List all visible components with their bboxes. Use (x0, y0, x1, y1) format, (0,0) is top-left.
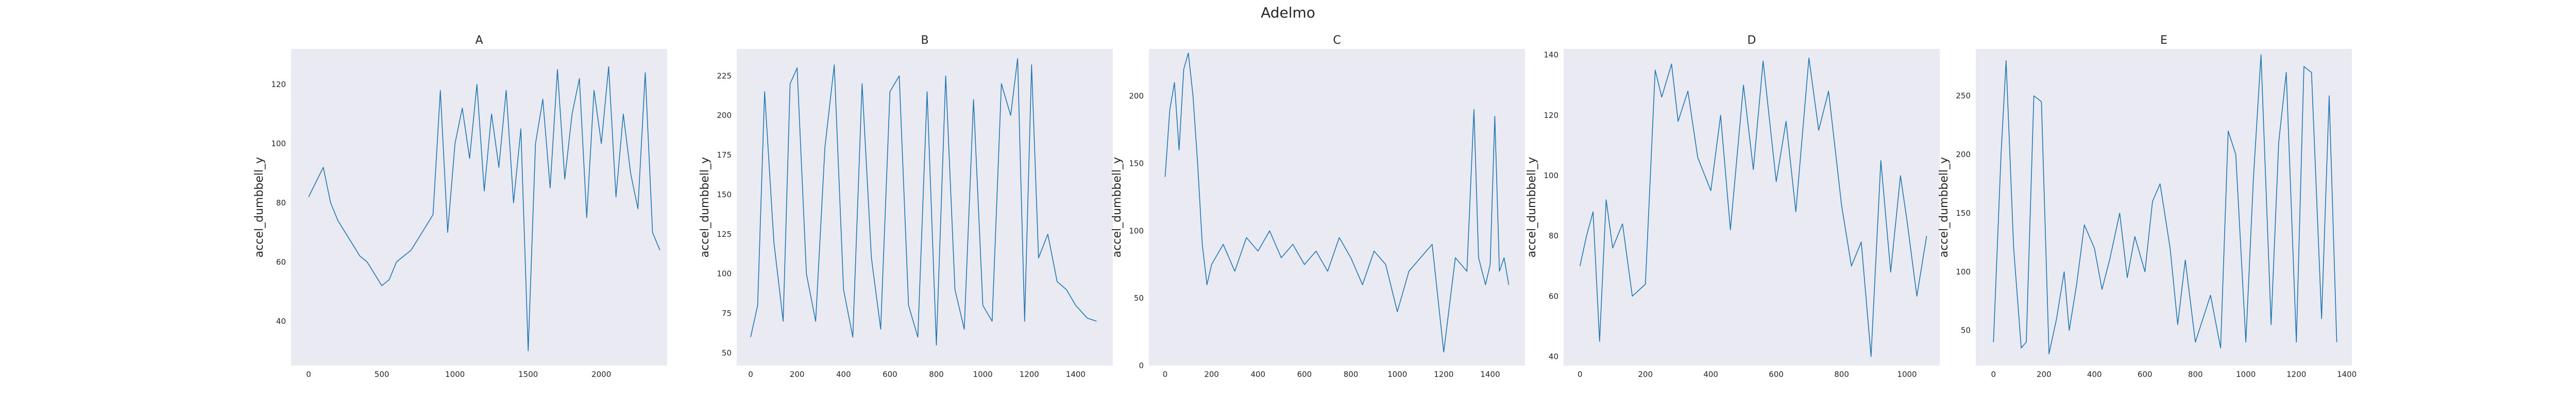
y-tick-label: 100 (1129, 226, 1144, 235)
figure-title: Adelmo (1261, 4, 1315, 21)
x-tick-label: 400 (836, 370, 851, 379)
y-tick-label: 200 (717, 111, 732, 120)
x-tick-label: 0 (748, 370, 753, 379)
series-line (308, 66, 660, 352)
x-tick-label: 800 (929, 370, 944, 379)
plot-background (1149, 49, 1525, 366)
x-tick-label: 1400 (1480, 370, 1500, 379)
y-axis-label: accel_dumbbell_y (253, 157, 266, 257)
x-tick-label: 1200 (2286, 370, 2306, 379)
x-tick-label: 800 (1834, 370, 1849, 379)
subplot-title: C (1333, 34, 1341, 47)
series-line (750, 58, 1097, 346)
subplot-title: E (2160, 34, 2167, 47)
subplot-title: D (1748, 34, 1756, 47)
x-tick-label: 800 (2188, 370, 2203, 379)
x-tick-label: 200 (790, 370, 805, 379)
x-tick-label: 1000 (2236, 370, 2256, 379)
x-tick-label: 0 (306, 370, 311, 379)
x-tick-label: 400 (1703, 370, 1718, 379)
y-tick-label: 60 (276, 257, 286, 267)
y-tick-label: 40 (276, 317, 286, 326)
x-tick-label: 500 (375, 370, 389, 379)
y-tick-label: 120 (271, 80, 286, 89)
y-tick-label: 150 (1956, 209, 1971, 218)
y-tick-label: 225 (717, 71, 732, 80)
y-tick-label: 50 (1961, 326, 1971, 335)
y-tick-label: 40 (1549, 352, 1558, 361)
x-tick-label: 0 (1991, 370, 1996, 379)
x-tick-label: 200 (2037, 370, 2052, 379)
series-line (1993, 54, 2337, 355)
y-axis-label: accel_dumbbell_y (1111, 157, 1124, 257)
y-tick-label: 120 (1544, 111, 1558, 120)
y-tick-label: 50 (1134, 294, 1144, 303)
plot-background (291, 49, 667, 366)
y-axis-label: accel_dumbbell_y (1938, 157, 1951, 257)
series-line (1164, 53, 1510, 353)
subplot-title: A (475, 34, 483, 47)
x-tick-label: 0 (1163, 370, 1168, 379)
y-tick-label: 150 (1129, 159, 1144, 168)
x-tick-label: 1200 (1020, 370, 1039, 379)
y-tick-label: 80 (1549, 231, 1558, 240)
plot-background (737, 49, 1113, 366)
x-tick-label: 800 (1344, 370, 1359, 379)
y-tick-label: 125 (717, 230, 732, 239)
y-tick-label: 80 (276, 198, 286, 208)
x-tick-label: 0 (1578, 370, 1583, 379)
y-tick-label: 200 (1956, 150, 1971, 159)
x-tick-label: 600 (1769, 370, 1784, 379)
y-tick-label: 100 (1956, 267, 1971, 277)
x-tick-label: 400 (1250, 370, 1265, 379)
x-tick-label: 1000 (445, 370, 465, 379)
y-tick-label: 250 (1956, 91, 1971, 100)
x-tick-label: 200 (1204, 370, 1219, 379)
x-tick-label: 1000 (1897, 370, 1917, 379)
y-tick-label: 200 (1129, 92, 1144, 101)
y-axis-label: accel_dumbbell_y (699, 157, 711, 257)
x-tick-label: 200 (1638, 370, 1653, 379)
y-tick-label: 100 (271, 139, 286, 148)
y-tick-label: 60 (1549, 291, 1558, 301)
x-tick-label: 1200 (1434, 370, 1453, 379)
y-tick-label: 100 (1544, 171, 1558, 180)
x-tick-label: 400 (2087, 370, 2102, 379)
x-tick-label: 1000 (1387, 370, 1407, 379)
y-tick-label: 150 (717, 190, 732, 199)
plot-background (1564, 49, 1940, 366)
y-tick-label: 50 (722, 348, 732, 357)
y-tick-label: 75 (722, 309, 732, 318)
x-tick-label: 600 (2138, 370, 2153, 379)
y-tick-label: 140 (1544, 50, 1558, 60)
x-tick-label: 600 (1297, 370, 1312, 379)
x-tick-label: 1500 (518, 370, 538, 379)
y-tick-label: 0 (1139, 361, 1144, 370)
subplot-title: B (921, 34, 928, 47)
x-tick-label: 600 (883, 370, 897, 379)
y-tick-label: 100 (717, 269, 732, 279)
x-tick-label: 1400 (1066, 370, 1086, 379)
y-axis-label: accel_dumbbell_y (1526, 157, 1538, 257)
y-tick-label: 175 (717, 150, 732, 160)
series-line (1579, 57, 1927, 357)
x-tick-label: 1000 (973, 370, 993, 379)
x-tick-label: 1400 (2337, 370, 2357, 379)
x-tick-label: 2000 (591, 370, 611, 379)
